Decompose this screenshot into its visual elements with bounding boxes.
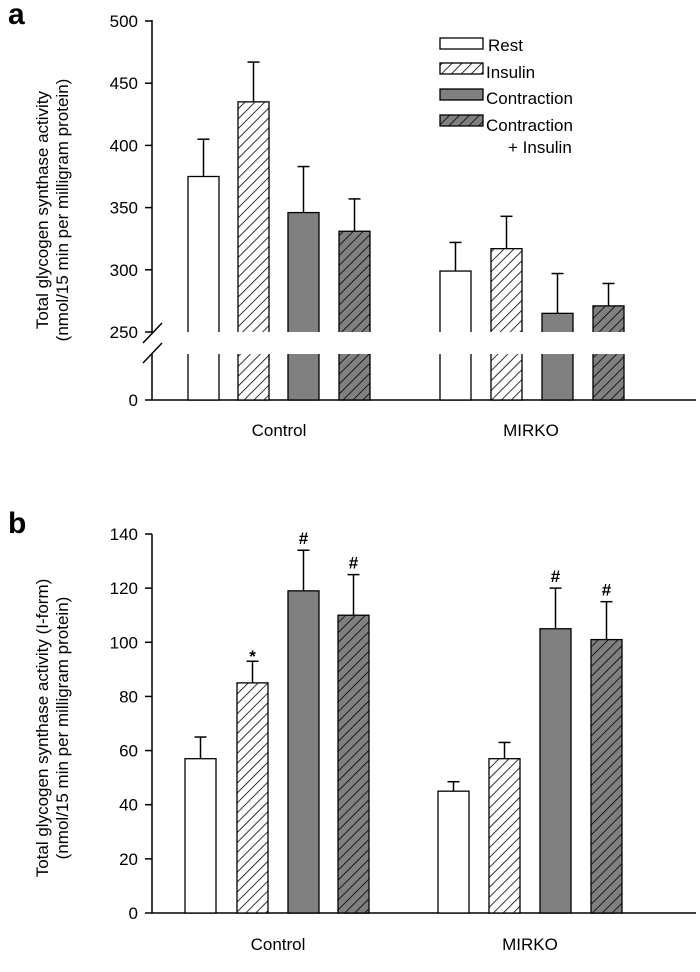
bar-a-upper <box>237 101 270 334</box>
bar-a-upper <box>287 211 320 334</box>
bar-b <box>337 614 370 914</box>
bar-a-lower <box>490 352 523 401</box>
significance-marker: * <box>249 647 256 666</box>
x-label-b-control: Control <box>251 935 306 954</box>
bar-a-lower <box>287 352 320 401</box>
x-label-b-mirko: MIRKO <box>502 935 558 954</box>
bar-bottom-gap <box>439 352 472 354</box>
bar-a-upper <box>592 305 625 334</box>
y-axis-label-b-line2: (nmol/15 min per milligram protein) <box>53 597 72 860</box>
y-tick-label-a: 0 <box>129 391 138 410</box>
legend: Rest Insulin Contraction Contraction + I… <box>439 36 573 157</box>
bar-a-lower <box>237 352 270 401</box>
y-tick-label-a: 350 <box>110 199 138 218</box>
y-axis-label-a-line2: (nmol/15 min per milligram protein) <box>53 79 72 342</box>
y-tick-label-b: 140 <box>110 525 138 544</box>
bar-bottom-gap <box>287 352 320 354</box>
y-tick-label-b: 40 <box>119 796 138 815</box>
axis-break-mark <box>142 322 163 344</box>
bar-a-lower <box>187 352 220 401</box>
bar-a-upper <box>541 312 574 334</box>
bar-bottom-gap <box>187 352 220 354</box>
bar-a-lower <box>439 352 472 401</box>
bar-a-lower <box>592 352 625 401</box>
bar-a-lower <box>541 352 574 401</box>
bar-bottom-gap <box>338 352 371 354</box>
bar-b <box>488 758 521 914</box>
y-tick-label-a: 300 <box>110 261 138 280</box>
bar-a-upper <box>338 230 371 334</box>
bar-b <box>184 758 217 914</box>
bar-b <box>236 682 269 914</box>
y-tick-label-b: 20 <box>119 850 138 869</box>
axis-break-mark <box>142 342 163 364</box>
bar-top-gap <box>592 332 625 335</box>
panel-label-a: a <box>8 0 25 31</box>
bar-b <box>539 628 572 914</box>
bar-top-gap <box>338 332 371 335</box>
bar-bottom-gap <box>592 352 625 354</box>
x-label-a-control: Control <box>252 421 307 440</box>
bar-b <box>590 638 623 914</box>
y-tick-label-b: 0 <box>129 904 138 923</box>
y-tick-label-b: 80 <box>119 687 138 706</box>
legend-label-rest: Rest <box>488 36 523 55</box>
bar-top-gap <box>541 332 574 335</box>
x-label-a-mirko: MIRKO <box>503 421 559 440</box>
y-tick-label-a: 400 <box>110 136 138 155</box>
legend-label-contraction: Contraction <box>486 89 573 108</box>
legend-label-contraction-insulin: Contraction <box>486 116 573 135</box>
y-tick-label-a: 250 <box>110 323 138 342</box>
bar-a-lower <box>338 352 371 401</box>
bar-bottom-gap <box>490 352 523 354</box>
panel-label-b: b <box>8 507 26 540</box>
bar-bottom-gap <box>541 352 574 354</box>
legend-label-contraction-insulin-line2: + Insulin <box>508 138 572 157</box>
bar-bottom-gap <box>237 352 270 354</box>
y-tick-label-b: 60 <box>119 742 138 761</box>
y-tick-label-b: 100 <box>110 633 138 652</box>
y-tick-label-a: 500 <box>110 12 138 31</box>
bar-b <box>437 790 470 914</box>
bar-top-gap <box>439 332 472 335</box>
y-axis-label-a-line1: Total glycogen synthase activity <box>33 90 52 329</box>
y-axis-label-b-line1: Total glycogen synthase activity (I-form… <box>33 579 52 878</box>
bar-top-gap <box>490 332 523 335</box>
bar-top-gap <box>187 332 220 335</box>
bar-top-gap <box>237 332 270 335</box>
significance-marker: # <box>349 554 359 573</box>
significance-marker: # <box>551 567 561 586</box>
y-tick-label-b: 120 <box>110 579 138 598</box>
y-tick-label-a: 450 <box>110 74 138 93</box>
bar-top-gap <box>287 332 320 335</box>
legend-swatch-rest <box>439 37 484 50</box>
legend-label-insulin: Insulin <box>486 63 535 82</box>
significance-marker: # <box>602 581 612 600</box>
bar-a-upper <box>490 248 523 334</box>
legend-swatch-insulin <box>439 62 484 75</box>
significance-marker: # <box>299 529 309 548</box>
bar-a-upper <box>439 270 472 334</box>
bar-b <box>287 590 320 914</box>
legend-swatch-contraction <box>439 88 484 101</box>
bar-a-upper <box>187 175 220 334</box>
legend-swatch-contraction-insulin <box>439 114 484 127</box>
